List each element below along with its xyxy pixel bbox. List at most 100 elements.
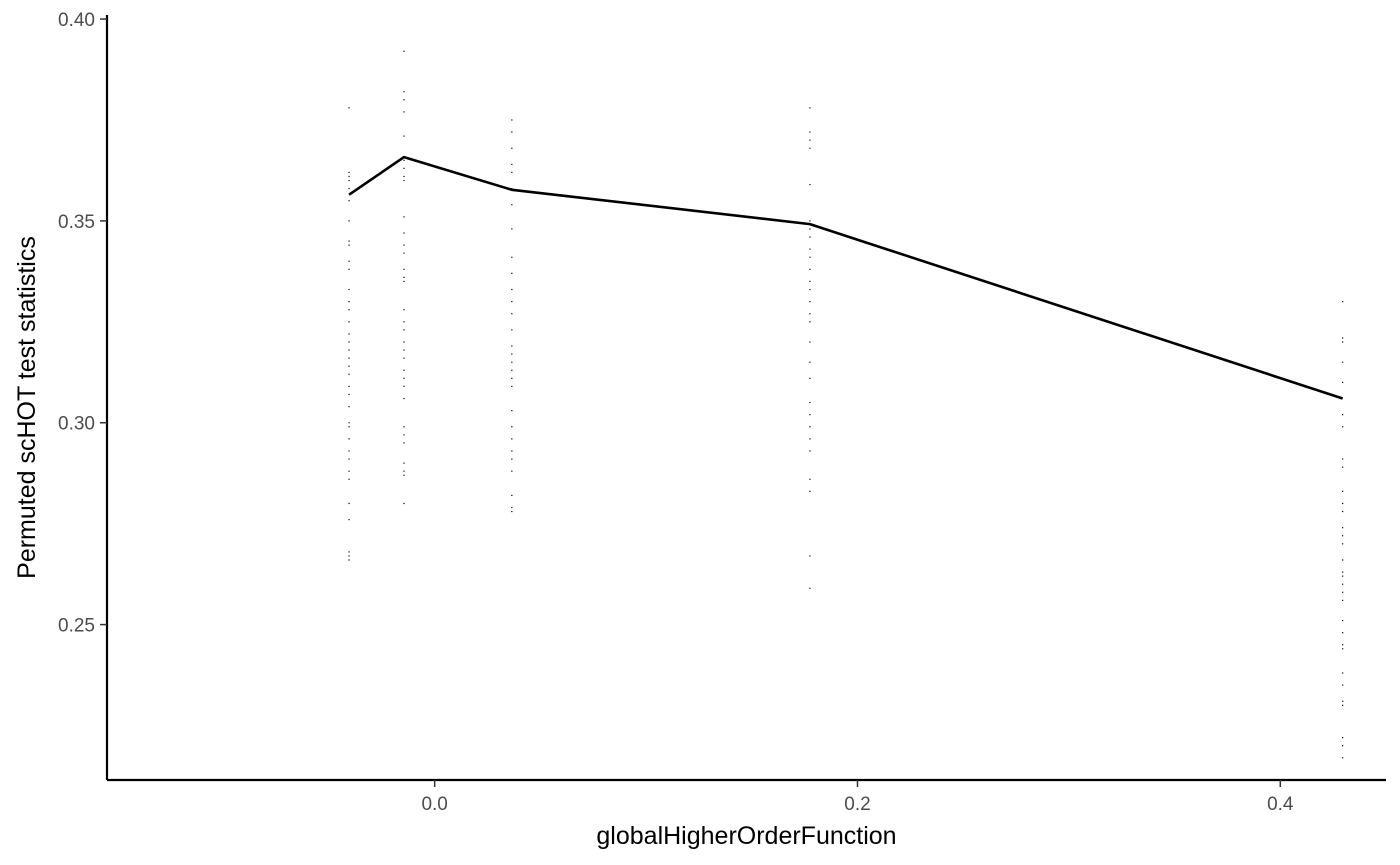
- data-point: [511, 438, 513, 440]
- data-point: [403, 385, 405, 387]
- data-point: [403, 175, 405, 178]
- data-point: [1342, 672, 1344, 674]
- data-point: [348, 220, 350, 222]
- data-point: [809, 361, 811, 363]
- points-layer: [348, 50, 1344, 759]
- data-point: [809, 248, 811, 250]
- data-point: [403, 244, 405, 246]
- data-point: [809, 147, 811, 149]
- data-point: [809, 438, 811, 440]
- data-point: [1342, 490, 1344, 492]
- data-point: [809, 450, 811, 452]
- data-point: [403, 159, 405, 161]
- trend-line-layer: [348, 155, 1344, 400]
- data-point: [809, 183, 811, 186]
- data-point: [809, 236, 811, 238]
- x-axis-title: globalHigherOrderFunction: [596, 822, 896, 850]
- data-point: [511, 494, 513, 496]
- data-point: [1342, 527, 1344, 529]
- data-point: [1342, 704, 1344, 706]
- data-point: [403, 111, 405, 113]
- data-point: [511, 470, 513, 472]
- data-point: [511, 301, 513, 303]
- data-point: [403, 276, 405, 279]
- data-point: [1342, 591, 1344, 593]
- data-point: [403, 426, 405, 428]
- data-point: [348, 321, 350, 323]
- y-axis-title: Permuted scHOT test statistics: [13, 236, 41, 579]
- x-tick-label: 0.0: [421, 794, 447, 815]
- data-point: [1342, 502, 1344, 505]
- data-point: [348, 333, 350, 335]
- data-point: [348, 478, 350, 480]
- data-point: [511, 506, 513, 509]
- data-point: [511, 458, 513, 460]
- data-point: [511, 345, 513, 347]
- data-point: [403, 252, 405, 254]
- data-point: [511, 377, 513, 379]
- data-point: [403, 216, 405, 218]
- data-point: [511, 147, 513, 149]
- data-point: [511, 256, 513, 258]
- data-point: [348, 405, 350, 408]
- data-point: [348, 107, 350, 109]
- data-point: [809, 426, 811, 428]
- data-point: [1342, 381, 1344, 383]
- data-point: [403, 50, 405, 52]
- data-point: [348, 244, 350, 246]
- data-point: [348, 555, 350, 557]
- data-point: [511, 171, 513, 174]
- data-point: [1342, 632, 1344, 634]
- y-axis-ticks: 0.25 0.30 0.35 0.40: [58, 10, 107, 637]
- data-point: [1342, 466, 1344, 468]
- data-point: [1342, 757, 1344, 759]
- data-point: [511, 510, 513, 513]
- data-point: [511, 410, 513, 412]
- data-point: [511, 361, 513, 363]
- data-point: [809, 220, 811, 222]
- data-point: [809, 301, 811, 303]
- data-point: [348, 458, 350, 460]
- x-axis-ticks: 0.0 0.2 0.4: [421, 780, 1294, 815]
- data-point: [348, 357, 350, 359]
- data-point: [809, 478, 811, 480]
- data-point: [1342, 700, 1344, 702]
- data-point: [511, 369, 513, 371]
- data-point: [403, 434, 405, 436]
- data-point: [348, 187, 350, 190]
- data-point: [1342, 684, 1344, 686]
- data-point: [348, 365, 350, 367]
- data-point: [403, 377, 405, 379]
- data-point: [403, 268, 405, 270]
- data-point: [1342, 301, 1344, 303]
- data-point: [403, 309, 405, 311]
- trend-line: [348, 155, 1344, 400]
- data-point: [348, 175, 350, 178]
- data-point: [348, 470, 350, 472]
- data-point: [809, 401, 811, 404]
- data-point: [809, 228, 811, 230]
- data-point: [809, 268, 811, 270]
- data-point: [348, 422, 350, 424]
- data-point: [403, 329, 405, 331]
- x-tick-label: 0.2: [844, 794, 870, 815]
- data-point: [809, 490, 811, 492]
- data-point: [348, 301, 350, 303]
- data-point: [403, 91, 405, 93]
- data-point: [348, 171, 350, 174]
- data-point: [348, 200, 350, 202]
- data-point: [348, 309, 350, 311]
- data-point: [348, 373, 350, 375]
- y-tick-label: 0.35: [58, 212, 95, 233]
- data-point: [403, 321, 405, 323]
- data-point: [403, 167, 405, 170]
- data-point: [511, 228, 513, 230]
- data-point: [511, 313, 513, 315]
- data-point: [403, 280, 405, 283]
- data-point: [348, 519, 350, 521]
- data-point: [511, 163, 513, 165]
- data-point: [348, 341, 350, 343]
- data-point: [1342, 426, 1344, 428]
- data-point: [809, 555, 811, 557]
- data-point: [511, 450, 513, 452]
